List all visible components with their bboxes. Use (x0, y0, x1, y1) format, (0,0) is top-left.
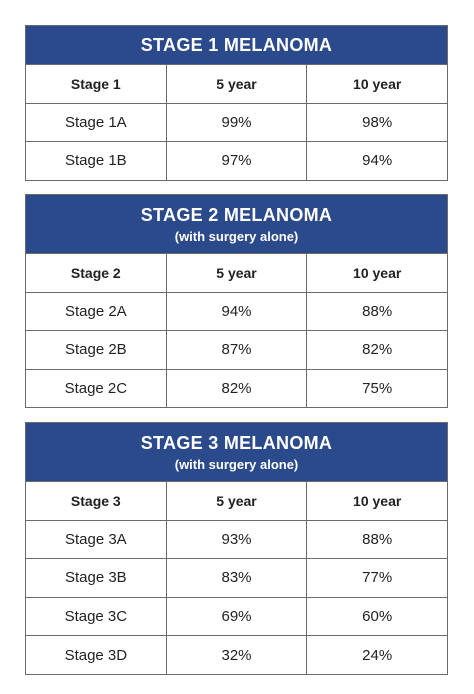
table-row: Stage 1B 97% 94% (26, 141, 447, 180)
table-cell: 94% (165, 292, 307, 331)
table-cell: 93% (165, 520, 307, 559)
table-header: STAGE 3 MELANOMA (with surgery alone) (26, 423, 447, 481)
table-cell: Stage 3B (64, 569, 127, 587)
table-cell: 88% (306, 292, 447, 331)
table-row: Stage 3C 69% 60% (26, 596, 447, 636)
table-cell: 32% (165, 636, 307, 674)
column-header: Stage 2 (70, 264, 121, 281)
table-cell: 97% (165, 142, 307, 180)
table-row: Stage 2C 82% 75% (26, 368, 447, 408)
table-subtitle: (with surgery alone) (174, 228, 299, 244)
table-cell: 77% (306, 559, 447, 597)
table-cell: 98% (306, 103, 447, 142)
column-header: 5 year (165, 254, 307, 292)
table-cell: 82% (306, 331, 447, 369)
table-cell: Stage 1B (64, 152, 127, 170)
column-header: Stage 1 (70, 75, 121, 92)
table-cell: Stage 3D (64, 646, 128, 664)
column-header: 5 year (165, 482, 307, 520)
table: STAGE 2 MELANOMA (with surgery alone) Stag… (25, 194, 448, 409)
table-cell: Stage 2B (64, 341, 127, 359)
table-cell: Stage 3A (64, 530, 127, 548)
table-title: STAGE 3 MELANOMA (140, 432, 333, 453)
table-row: Stage 1A 99% 98% (26, 102, 447, 142)
column-header: 5 year (165, 65, 307, 103)
column-header: 10 year (306, 65, 447, 103)
table-cell: 87% (165, 331, 307, 369)
table-cell: 88% (306, 520, 447, 559)
table-title: STAGE 2 MELANOMA (140, 204, 333, 225)
table-header: STAGE 1 MELANOMA (26, 26, 447, 64)
table-row: Stage 2A 94% 88% (26, 291, 447, 331)
table-header: STAGE 2 MELANOMA (with surgery alone) (26, 195, 447, 253)
column-header: 10 year (306, 482, 447, 520)
table-row: Stage 2B 87% 82% (26, 330, 447, 369)
table-subtitle: (with surgery alone) (174, 456, 299, 472)
column-header-row: Stage 1 5 year 10 year (26, 64, 447, 103)
table-cell: 24% (306, 636, 447, 674)
table-cell: Stage 2A (64, 302, 127, 320)
table-cell: 75% (306, 369, 447, 408)
table-row: Stage 3D 32% 24% (26, 635, 447, 674)
table-cell: Stage 2C (64, 380, 128, 398)
table-cell: 83% (165, 559, 307, 597)
table-cell: 94% (306, 142, 447, 180)
table-title: STAGE 1 MELANOMA (140, 34, 333, 55)
table-cell: 69% (165, 597, 307, 636)
column-header: Stage 3 (70, 492, 121, 509)
table-cell: Stage 3C (64, 608, 128, 626)
column-header-row: Stage 2 5 year 10 year (26, 253, 447, 292)
table-cell: 82% (165, 369, 307, 408)
table-cell: 60% (306, 597, 447, 636)
table-row: Stage 3A 93% 88% (26, 519, 447, 559)
table-cell: Stage 1A (64, 113, 127, 131)
column-header-row: Stage 3 5 year 10 year (26, 481, 447, 520)
column-header: 10 year (306, 254, 447, 292)
table-row: Stage 3B 83% 77% (26, 558, 447, 597)
table: STAGE 3 MELANOMA (with surgery alone) Stag… (25, 422, 448, 675)
table-cell: 99% (165, 103, 307, 142)
